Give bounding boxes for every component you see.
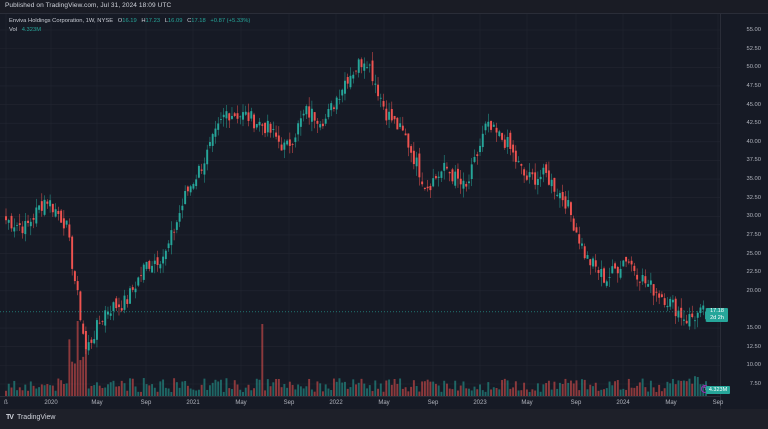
last-price: 17.18 <box>710 308 724 314</box>
time-tick-label: May <box>235 400 247 406</box>
low-label: L <box>164 18 168 24</box>
time-tick-label: 2023 <box>473 400 487 406</box>
close-label: C <box>187 18 192 24</box>
price-tick-label: 25.00 <box>746 250 761 257</box>
time-tick-label: May <box>665 400 677 406</box>
volume-label: Vol <box>9 27 18 33</box>
close-value: 17.18 <box>191 18 206 24</box>
price-tick-label: 27.50 <box>746 231 761 238</box>
price-tick-label: 47.50 <box>746 82 761 89</box>
time-tick-label: 2021 <box>186 400 200 406</box>
price-tick-label: 40.00 <box>746 138 761 145</box>
time-tick-label: 2022 <box>329 400 343 406</box>
low-value: 16.09 <box>167 18 183 24</box>
divider <box>0 13 768 14</box>
price-tick-label: 35.00 <box>746 176 761 183</box>
price-tick-label: 42.50 <box>746 120 761 127</box>
high-label: H <box>141 18 146 24</box>
last-price-tag: 17.18 2d 2h <box>706 308 728 322</box>
price-tick-label: 30.00 <box>746 213 761 220</box>
legend-ohlc-row: Enviva Holdings Corporation, 1W, NYSE O1… <box>9 17 250 26</box>
price-tick-label: 52.50 <box>746 45 761 52</box>
price-tick-label: 22.50 <box>746 269 761 276</box>
chart-legend: Enviva Holdings Corporation, 1W, NYSE O1… <box>9 17 250 35</box>
footer: TV TradingView <box>0 409 768 429</box>
published-text: Published on TradingView.com, Jul 31, 20… <box>5 2 172 9</box>
time-tick-label: 2024 <box>616 400 630 406</box>
tradingview-logo[interactable]: TV TradingView <box>6 414 55 421</box>
price-tick-label: 10.00 <box>746 362 761 369</box>
volume-tag: 4.323M <box>706 386 730 394</box>
time-tick-label: May <box>521 400 533 406</box>
legend-volume-row: Vol 4.323M <box>9 26 250 35</box>
candlestick-plot[interactable] <box>0 14 720 396</box>
symbol-name: Enviva Holdings Corporation, 1W, NYSE <box>9 18 114 24</box>
time-tick-label: Sep <box>427 400 439 406</box>
time-axis[interactable]: ß 2020 May Sep 2021 May Sep 2022 May Sep 2023 May Se… <box>0 396 723 410</box>
price-tick-label: 15.00 <box>746 325 761 332</box>
time-tick-label: Sep <box>570 400 582 406</box>
price-tick-label: 7.50 <box>749 381 761 387</box>
time-tick-label: Sep <box>712 400 724 406</box>
time-tick-label: 2020 <box>44 400 58 406</box>
time-tick-label: May <box>91 400 103 406</box>
price-tick-label: 37.50 <box>746 157 761 164</box>
price-tick-label: 55.00 <box>746 27 761 33</box>
tv-logo-icon: TV <box>6 414 14 421</box>
volume-value: 4.323M <box>21 27 42 33</box>
brand-name: TradingView <box>16 414 56 421</box>
time-tick-label: ß <box>4 400 8 406</box>
price-axis[interactable]: 55.00 52.50 50.00 47.50 45.00 42.50 40.00 37.50… <box>720 14 768 409</box>
price-tick-label: 45.00 <box>746 101 761 108</box>
time-tick-label: Sep <box>283 400 295 406</box>
high-value: 17.23 <box>145 18 161 24</box>
open-label: O <box>117 18 123 24</box>
bar-countdown: 2d 2h <box>710 315 724 321</box>
price-tick-label: 12.50 <box>746 343 761 350</box>
price-tick-label: 32.50 <box>746 194 761 201</box>
change-value: +0.87 (+5.33%) <box>210 18 251 24</box>
published-bar: Published on TradingView.com, Jul 31, 20… <box>0 0 768 14</box>
chart-pane[interactable] <box>0 14 720 396</box>
price-tick-label: 20.00 <box>746 287 761 294</box>
open-value: 16.19 <box>122 18 137 24</box>
time-tick-label: May <box>378 400 390 406</box>
price-tick-label: 50.00 <box>746 64 761 71</box>
time-tick-label: Sep <box>140 400 152 406</box>
